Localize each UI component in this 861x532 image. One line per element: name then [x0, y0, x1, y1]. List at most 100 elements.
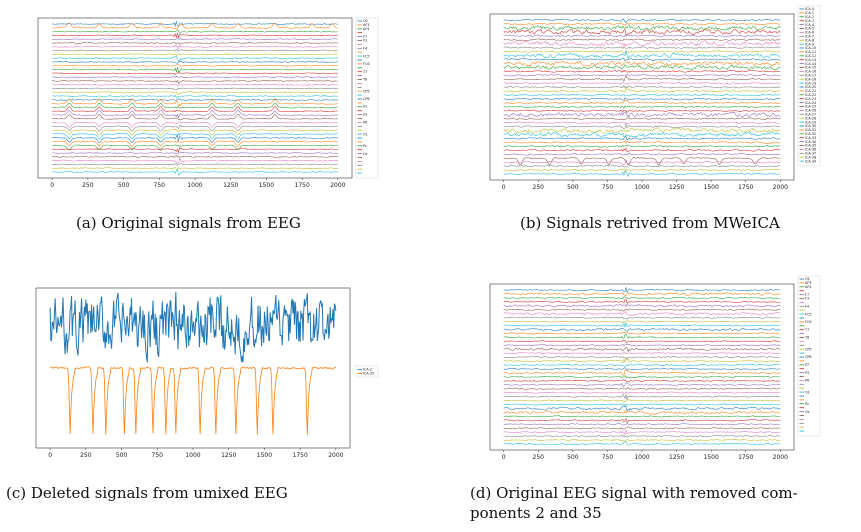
- x-tick-label: 1500: [704, 184, 719, 191]
- panel-c: 0 250 500 750 1000 1250 1500 1750 2000 ICA-2 ICA-3…: [30, 282, 382, 468]
- series-line: [52, 151, 338, 154]
- series-line: [503, 140, 781, 144]
- series-line: [503, 105, 781, 109]
- legend-label: Oz: [363, 152, 368, 156]
- series-line: [503, 73, 781, 77]
- series-line: [503, 157, 781, 166]
- series-line: [503, 81, 781, 85]
- series-line: [52, 94, 338, 98]
- legend-label: ICA-36: [805, 148, 816, 152]
- x-tick-label: 1500: [259, 182, 274, 189]
- series-line: [52, 20, 338, 28]
- series-line: [52, 22, 338, 29]
- legend-label: F7: [805, 293, 809, 297]
- series-line: [52, 132, 338, 140]
- series-line: [503, 327, 781, 332]
- legend-label: ICA-20: [805, 85, 816, 89]
- legend-label: T7: [362, 70, 367, 74]
- series-line: [503, 75, 781, 82]
- legend-label: F4: [805, 305, 809, 309]
- legend-label: F3: [363, 39, 367, 43]
- series-line: [503, 121, 781, 124]
- series-line: [503, 340, 781, 343]
- series-line: [503, 331, 781, 335]
- series-line: [503, 426, 781, 430]
- legend-label: AF4: [805, 285, 811, 289]
- panel-a: 0 250 500 750 1000 1250 1500 1750 2000 O2 AF3 AF4 F7…: [30, 12, 382, 198]
- legend-label: ICA-16: [805, 70, 816, 74]
- series-line: [503, 40, 781, 48]
- series-line: [503, 364, 781, 367]
- x-tick-label: 1250: [669, 184, 684, 191]
- series-line: [503, 170, 781, 178]
- caption-a: (a) Original signals from EEG: [76, 214, 301, 232]
- series-line: [52, 98, 338, 108]
- series-line: [503, 127, 781, 134]
- series-line: [52, 67, 338, 73]
- series-line: [503, 84, 781, 89]
- x-tick-label: 500: [118, 182, 130, 189]
- legend-label: ICA-17: [805, 74, 816, 78]
- series-line: [503, 292, 781, 296]
- legend-label: ICA-11: [805, 50, 816, 54]
- legend-label: ICA-32: [805, 132, 816, 136]
- series-line: [52, 155, 338, 158]
- legend-label: ICA-33: [805, 136, 816, 140]
- legend-label: P7: [805, 363, 809, 367]
- x-tick-label: 0: [502, 454, 506, 461]
- caption-c: (c) Deleted signals from umixed EEG: [6, 484, 288, 502]
- series-line: [503, 97, 781, 101]
- x-tick-label: 750: [602, 184, 614, 191]
- legend-label: ICA-4: [805, 23, 814, 27]
- series-line: [52, 64, 338, 67]
- legend-label: O2: [363, 19, 368, 23]
- panel-d: 0 250 500 750 1000 1250 1500 1750 2000 O2 AF3 AF4 F7…: [480, 274, 837, 470]
- x-tick-label: 2000: [330, 182, 345, 189]
- series-line: [503, 399, 781, 403]
- legend-label: CP6: [805, 355, 812, 359]
- legend-label: ICA-6: [805, 31, 814, 35]
- legend-label: P8: [363, 121, 367, 125]
- series-line: [52, 29, 338, 33]
- legend-label: T7: [804, 328, 809, 332]
- series-line: [52, 144, 338, 151]
- series-line: [503, 50, 781, 54]
- series-line: [503, 296, 781, 300]
- series-line: [503, 110, 781, 118]
- series-line: [503, 58, 781, 62]
- series-line: [503, 38, 781, 41]
- series-line: [503, 434, 781, 438]
- series-line: [503, 22, 781, 26]
- legend-label: ICA-10: [805, 46, 816, 50]
- legend-label: P8: [805, 379, 809, 383]
- legend-label: F3: [805, 297, 809, 301]
- series-line: [503, 316, 781, 320]
- legend-label: ICA-7: [805, 35, 814, 39]
- series-line: [503, 439, 781, 443]
- series-line: [503, 415, 781, 418]
- series-line: [52, 60, 338, 64]
- x-tick-label: 1000: [634, 184, 649, 191]
- series-line: [503, 298, 781, 304]
- series-line: [503, 441, 781, 446]
- caption-b: (b) Signals retrived from MWeICA: [520, 214, 780, 232]
- series-line: [503, 28, 781, 36]
- series-line: [503, 18, 781, 23]
- legend-label: ICA-25: [805, 105, 816, 109]
- series-line: [503, 379, 781, 383]
- series-line: [503, 321, 781, 329]
- x-tick-label: 2000: [773, 454, 788, 461]
- x-tick-label: 0: [502, 184, 506, 191]
- caption-d-line2: ponents 2 and 35: [470, 504, 602, 522]
- series-line: [503, 429, 781, 435]
- series-line: [503, 131, 781, 138]
- legend-label: F4: [363, 47, 367, 51]
- legend-label: ICA-18: [805, 77, 816, 81]
- x-tick-label: 1250: [223, 182, 238, 189]
- series-line: [52, 83, 338, 86]
- series-line: [503, 25, 781, 31]
- legend-label: ICA-28: [805, 116, 816, 120]
- series-line: [52, 41, 338, 45]
- legend-label: ICA-21: [805, 89, 816, 93]
